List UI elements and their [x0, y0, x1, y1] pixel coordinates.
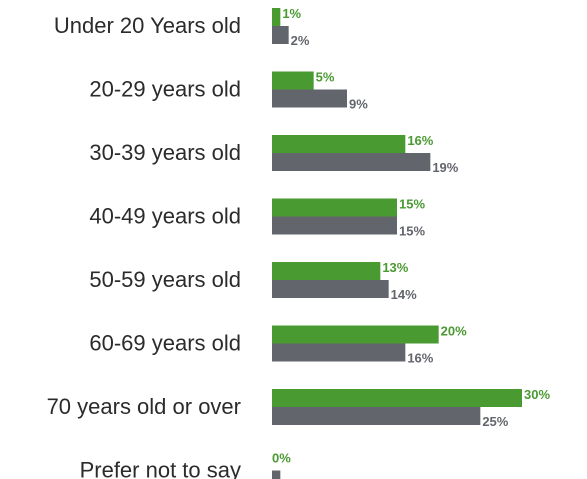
- bar-series-2: [272, 216, 397, 235]
- bar-series-1: [272, 198, 397, 217]
- bar-series-2: [272, 89, 347, 108]
- data-label: 16%: [407, 133, 433, 148]
- bar-series-1: [272, 325, 439, 344]
- bar-series-2: [272, 26, 289, 44]
- data-label: 0%: [272, 451, 291, 466]
- data-label: 9%: [349, 97, 368, 112]
- bar-series-1: [272, 71, 314, 90]
- data-label: 20%: [441, 324, 467, 339]
- data-label: 25%: [482, 414, 508, 429]
- category-label: Under 20 Years old: [54, 13, 241, 38]
- bar-series-2: [272, 407, 481, 425]
- data-label: 15%: [399, 224, 425, 239]
- category-label: 40-49 years old: [89, 204, 241, 229]
- bar-series-1: [272, 262, 381, 280]
- category-label: 70 years old or over: [47, 394, 241, 419]
- data-label: 19%: [432, 160, 458, 175]
- category-label: Prefer not to say: [80, 458, 241, 479]
- category-label: 60-69 years old: [89, 331, 241, 356]
- data-label: 15%: [399, 197, 425, 212]
- bar-series-1: [272, 135, 406, 153]
- data-label: 16%: [407, 351, 433, 366]
- data-label: 1%: [282, 6, 301, 21]
- category-label: 30-39 years old: [89, 140, 241, 165]
- bar-series-2: [272, 153, 431, 171]
- data-label: 1%: [282, 478, 301, 479]
- data-label: 30%: [524, 387, 550, 402]
- bar-series-1: [272, 8, 281, 26]
- data-label: 2%: [291, 33, 310, 48]
- bar-series-2: [272, 343, 406, 362]
- bar-series-2: [272, 470, 281, 479]
- category-label: 20-29 years old: [89, 77, 241, 102]
- category-label: 50-59 years old: [89, 267, 241, 292]
- data-label: 13%: [382, 260, 408, 275]
- data-label: 5%: [316, 70, 335, 85]
- bar-series-2: [272, 280, 389, 298]
- data-label: 14%: [391, 287, 417, 302]
- bar-series-1: [272, 389, 522, 407]
